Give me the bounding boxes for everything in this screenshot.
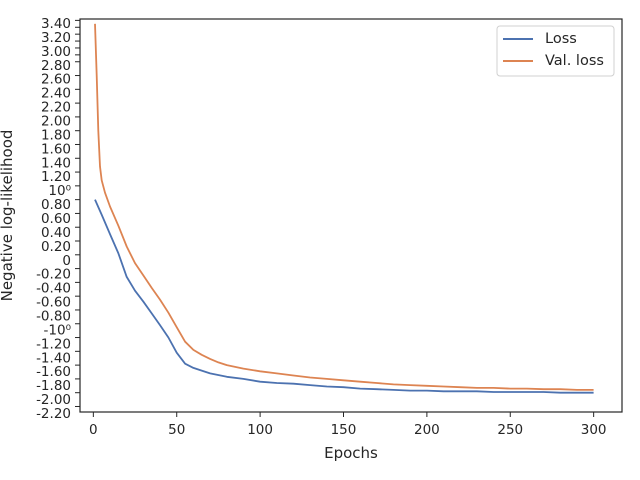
y-tick-label: -0.80 <box>36 309 71 325</box>
y-tick-label: 0.20 <box>41 239 71 255</box>
legend-label-val-loss: Val. loss <box>545 53 604 69</box>
y-tick-label: 2.20 <box>41 100 71 116</box>
y-tick-label: 3.20 <box>41 30 71 46</box>
y-tick-label: -2.20 <box>36 406 71 422</box>
plot-area-border <box>79 18 623 413</box>
legend-label-loss: Loss <box>545 31 577 47</box>
y-tick-label: -10⁰ <box>44 322 71 338</box>
y-tick-label: 1.80 <box>41 127 71 143</box>
y-tick-label: 3.00 <box>41 44 71 60</box>
axes-frame <box>79 18 623 413</box>
legend: Loss Val. loss <box>496 25 615 77</box>
y-tick-label: -1.60 <box>36 364 71 380</box>
y-tick-label: 1.20 <box>41 169 71 185</box>
x-tick-label: 150 <box>331 422 357 438</box>
x-tick-label: 100 <box>247 422 273 438</box>
y-tick-label: 2.00 <box>41 114 71 130</box>
x-tick-label: 300 <box>581 422 607 438</box>
y-tick-label: 3.40 <box>41 16 71 32</box>
y-tick-label: 0.40 <box>41 225 71 241</box>
y-tick-label: -0.60 <box>36 295 71 311</box>
y-axis-title: Negative log-likelihood <box>0 130 16 302</box>
y-tick-label: 1.60 <box>41 141 71 157</box>
y-tick-label: -0.20 <box>36 267 71 283</box>
series-layer <box>94 23 594 394</box>
y-tick-label: 10⁰ <box>48 183 71 199</box>
x-tick-label: 250 <box>497 422 523 438</box>
y-tick-label: -1.40 <box>36 350 71 366</box>
y-tick-label: 0 <box>62 253 71 269</box>
y-axis-ticks: 3.403.203.002.802.602.402.202.001.801.60… <box>36 16 80 422</box>
y-tick-label: -1.80 <box>36 378 71 394</box>
x-tick-label: 0 <box>89 422 98 438</box>
series-line-val-loss <box>94 23 594 391</box>
y-tick-label: -1.20 <box>36 336 71 352</box>
y-tick-label: 0.60 <box>41 211 71 227</box>
x-axis-ticks: 0 50 100 150 200 250 300 <box>89 412 607 438</box>
y-tick-label: 2.80 <box>41 58 71 74</box>
y-tick-label: 0.80 <box>41 197 71 213</box>
series-line-loss <box>94 199 594 394</box>
y-tick-label: -0.40 <box>36 281 71 297</box>
y-tick-label: 2.40 <box>41 86 71 102</box>
y-tick-label: -2.00 <box>36 392 71 408</box>
x-axis-title: Epochs <box>324 444 378 462</box>
x-tick-label: 200 <box>414 422 440 438</box>
y-tick-label: 1.40 <box>41 155 71 171</box>
y-tick-label: 2.60 <box>41 72 71 88</box>
x-tick-label: 50 <box>168 422 185 438</box>
